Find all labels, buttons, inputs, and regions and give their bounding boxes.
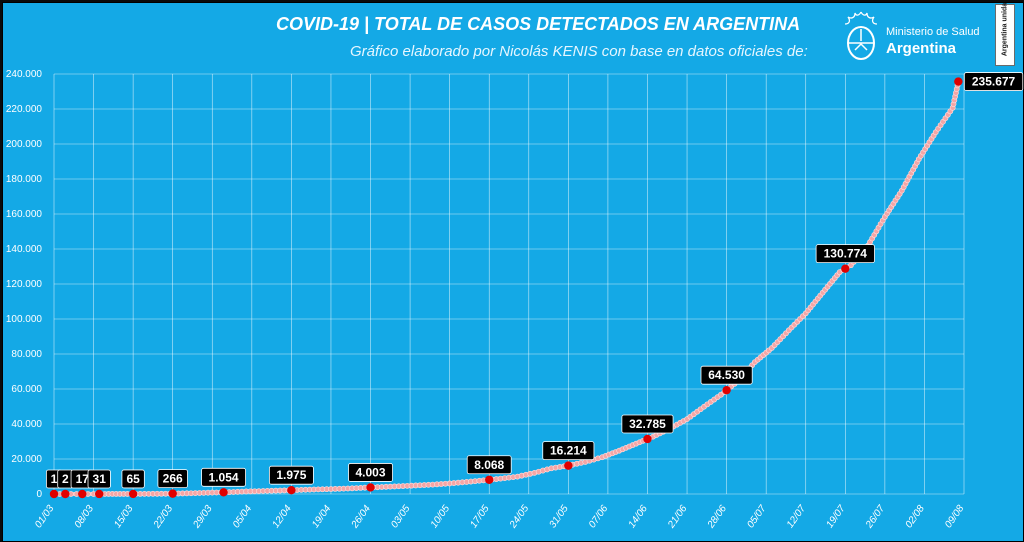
data-label-box — [542, 441, 595, 461]
x-tick-label: 05/07 — [745, 503, 769, 530]
y-tick-label: 220.000 — [6, 104, 43, 115]
y-tick-label: 100.000 — [6, 314, 43, 325]
data-label: 4.003 — [356, 465, 386, 479]
x-tick-label: 15/03 — [112, 503, 136, 530]
data-label: 1 — [51, 472, 58, 486]
data-marker — [49, 489, 59, 499]
data-label: 8.068 — [474, 458, 504, 472]
data-marker — [219, 488, 228, 497]
x-tick-label: 01/03 — [33, 503, 57, 530]
data-marker — [485, 475, 494, 484]
x-tick-label: 21/06 — [666, 503, 690, 531]
data-label: 32.785 — [629, 417, 666, 431]
data-label-box — [201, 467, 246, 487]
x-tick-label: 24/05 — [507, 503, 531, 531]
x-tick-label: 14/06 — [627, 503, 651, 530]
x-tick-label: 26/07 — [863, 503, 887, 531]
y-tick-label: 240.000 — [6, 69, 43, 80]
data-label: 65 — [126, 472, 140, 486]
data-marker — [954, 77, 963, 86]
data-label-box — [700, 365, 753, 385]
data-label-box — [815, 244, 875, 264]
y-tick-label: 0 — [36, 489, 42, 500]
data-label-box — [621, 414, 674, 434]
data-marker — [722, 385, 731, 395]
data-label-box — [963, 72, 1024, 91]
x-tick-label: 09/08 — [943, 503, 967, 530]
data-label: 1.975 — [276, 468, 306, 482]
y-tick-label: 40.000 — [11, 419, 42, 430]
data-label: 16.214 — [550, 444, 587, 458]
x-tick-label: 08/03 — [73, 503, 97, 530]
y-tick-label: 20.000 — [11, 454, 42, 465]
x-tick-label: 10/05 — [429, 503, 453, 530]
logo-ministry-text: Ministerio de Salud — [886, 26, 980, 38]
data-label-box — [87, 469, 111, 489]
data-label: 17 — [76, 472, 90, 486]
y-tick-label: 200.000 — [6, 139, 43, 150]
x-tick-label: 07/06 — [587, 503, 611, 530]
data-label: 64.530 — [708, 368, 745, 382]
data-label-box — [466, 455, 512, 475]
data-label: 2 — [62, 472, 69, 486]
data-label: 266 — [163, 472, 183, 486]
data-label-box — [157, 469, 188, 489]
data-marker — [78, 489, 87, 499]
data-label-box — [121, 469, 145, 489]
x-tick-label: 19/04 — [310, 503, 334, 530]
x-tick-label: 05/04 — [231, 503, 255, 530]
x-tick-label: 12/07 — [785, 503, 809, 530]
argentina-seal-icon — [844, 11, 878, 60]
chart-subtitle: Gráfico elaborado por Nicolás KENIS con … — [350, 43, 808, 60]
data-marker — [564, 461, 573, 470]
x-tick-label: 02/08 — [904, 503, 928, 530]
x-tick-label: 26/04 — [349, 503, 373, 531]
x-tick-label: 29/03 — [191, 503, 215, 531]
y-tick-label: 60.000 — [11, 384, 42, 395]
data-label-box — [348, 463, 393, 482]
x-tick-label: 12/04 — [270, 503, 294, 530]
data-label: 130.774 — [824, 247, 868, 261]
y-tick-label: 120.000 — [6, 279, 43, 290]
data-marker — [643, 434, 652, 444]
x-tick-label: 22/03 — [151, 503, 175, 531]
data-label: 1.054 — [209, 470, 239, 484]
data-marker — [287, 485, 296, 495]
data-marker — [61, 489, 70, 499]
x-tick-label: 28/06 — [705, 503, 729, 531]
data-label: 31 — [93, 472, 107, 486]
y-tick-label: 160.000 — [6, 209, 43, 220]
y-tick-label: 180.000 — [6, 174, 43, 185]
x-tick-label: 31/05 — [547, 503, 571, 530]
data-label: 235.677 — [972, 75, 1016, 89]
data-marker — [168, 489, 177, 498]
data-label-box — [268, 465, 314, 485]
argentina-unida-tag: Argentina unida — [995, 3, 1015, 66]
data-marker — [95, 489, 104, 499]
ministry-logo: Ministerio de Salud Argentina — [842, 8, 992, 64]
x-tick-label: 17/05 — [468, 503, 492, 530]
data-marker — [366, 483, 375, 492]
y-tick-label: 80.000 — [11, 349, 42, 360]
data-marker — [128, 489, 138, 499]
y-tick-label: 140.000 — [6, 244, 43, 255]
data-marker — [841, 264, 850, 273]
x-tick-label: 03/05 — [389, 503, 413, 530]
logo-country-text: Argentina — [886, 40, 957, 57]
cases-series-line — [54, 81, 961, 496]
chart-title: COVID-19 | TOTAL DE CASOS DETECTADOS EN … — [276, 14, 801, 34]
x-tick-label: 19/07 — [824, 503, 848, 530]
